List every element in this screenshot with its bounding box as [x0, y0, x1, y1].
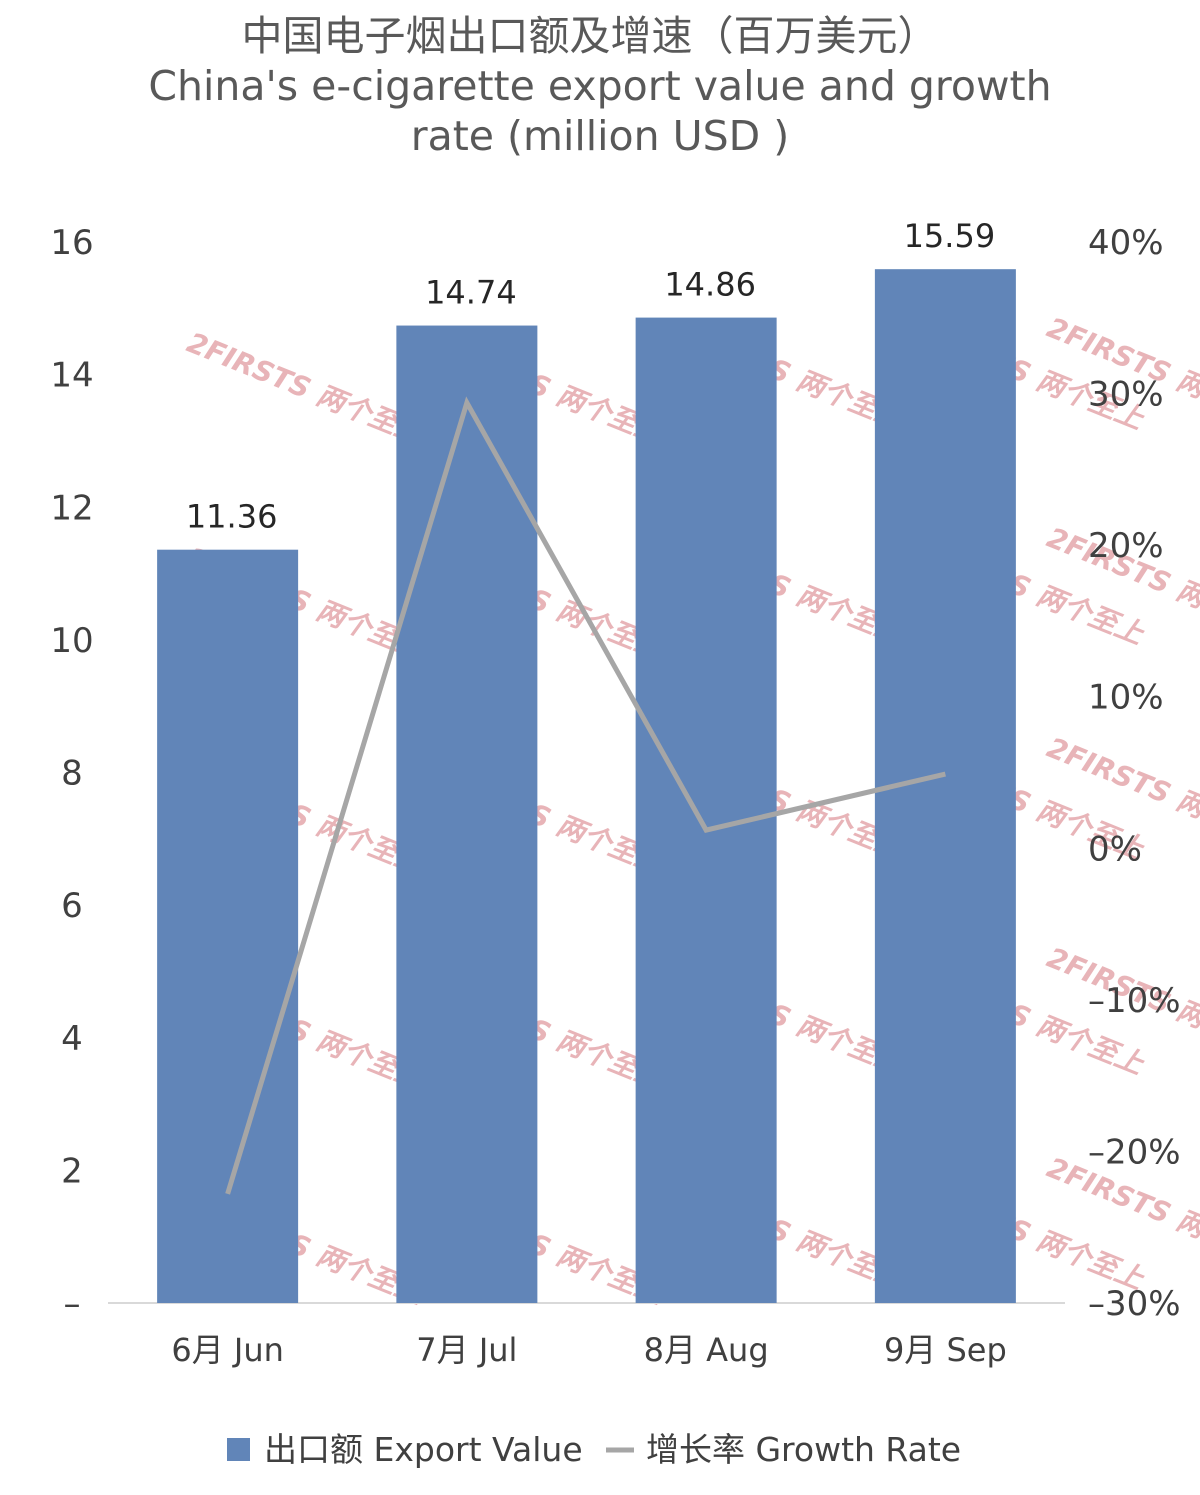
y-right-tick-label: 30%: [1088, 375, 1164, 415]
y-left-tick-label: –: [64, 1284, 81, 1324]
y-left-tick-label: 8: [61, 754, 83, 794]
y-right-tick-label: 10%: [1088, 678, 1164, 718]
y-right-tick-label: –20%: [1088, 1132, 1181, 1172]
line-series: [225, 396, 946, 1195]
bar-data-label: 15.59: [904, 217, 996, 255]
bar-data-label: 14.74: [425, 274, 517, 312]
y-right-tick-label: 40%: [1088, 223, 1164, 263]
data-labels: 11.36 14.74 14.86 15.59: [186, 217, 995, 536]
chart-title-group: 中国电子烟出口额及增速（百万美元）China's e-cigarette exp…: [148, 12, 1051, 160]
growth-rate-line: [225, 396, 946, 1195]
y-left-tick-label: 16: [50, 223, 93, 263]
watermark-text: 2FIRSTS 两个至上: [182, 326, 429, 451]
chart-subtitle-line-2: rate (million USD ): [411, 112, 790, 160]
y-left-tick-label: 10: [50, 621, 93, 661]
x-tick-label: 8月 Aug: [644, 1331, 769, 1369]
legend-swatch-export-value: [227, 1438, 250, 1461]
chart-subtitle-line-1: China's e-cigarette export value and gro…: [148, 62, 1051, 110]
axes-layer: – 2 4 6 8 10 12 14 16 –30% –20% –10% 0% 10% 20% 30% 40% 6…: [50, 223, 1180, 1369]
y-right-tick-label: 20%: [1088, 526, 1164, 566]
legend-label-export-value: 出口额 Export Value: [264, 1430, 583, 1469]
y-left-tick-label: 2: [61, 1151, 83, 1191]
y-left-tick-label: 14: [50, 356, 93, 396]
y-left-tick-label: 6: [61, 886, 83, 926]
y-right-tick-label: –30%: [1088, 1284, 1181, 1324]
chart-title: 中国电子烟出口额及增速（百万美元）: [242, 12, 939, 60]
bar-data-label: 14.86: [664, 266, 756, 304]
bar: [157, 549, 299, 1303]
bar: [635, 317, 777, 1303]
x-tick-label: 7月 Jul: [416, 1331, 517, 1369]
x-tick-label: 6月 Jun: [171, 1331, 284, 1369]
bar-data-label: 11.36: [186, 498, 278, 536]
y-right-tick-label: –10%: [1088, 981, 1181, 1021]
legend-label-growth-rate: 增长率 Growth Rate: [646, 1430, 961, 1469]
y-right-tick-label: 0%: [1088, 829, 1142, 869]
x-tick-label: 9月 Sep: [884, 1331, 1007, 1369]
bar: [396, 325, 538, 1304]
y-left-tick-label: 12: [50, 488, 93, 528]
y-left-tick-label: 4: [61, 1019, 83, 1059]
legend: 出口额 Export Value 增长率 Growth Rate: [227, 1430, 961, 1469]
